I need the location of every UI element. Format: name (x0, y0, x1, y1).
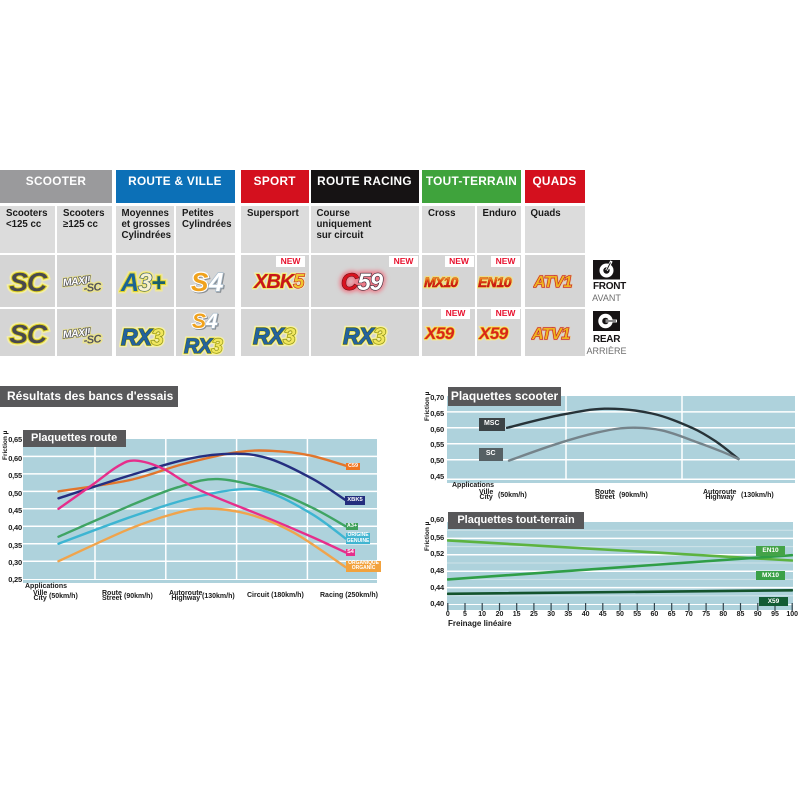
svg-text:S: S (191, 267, 209, 297)
svg-text:S4: S4 (192, 310, 218, 333)
svg-text:SC: SC (9, 320, 47, 349)
svg-text:X59: X59 (478, 324, 509, 343)
svg-text:RX3: RX3 (121, 324, 164, 350)
svg-text:X59: X59 (478, 324, 509, 343)
svg-text:RX3: RX3 (343, 323, 386, 349)
svg-text:XBK5: XBK5 (253, 271, 305, 293)
svg-text:MAXI!: MAXI! (62, 326, 91, 341)
svg-text:ATV1: ATV1 (531, 326, 570, 343)
svg-text:SC: SC (9, 320, 47, 349)
svg-text:RX3: RX3 (184, 335, 223, 358)
svg-text:C59: C59 (341, 269, 384, 296)
svg-text:RX3: RX3 (343, 323, 386, 349)
svg-text:X59: X59 (424, 324, 455, 343)
svg-text:MAXI!: MAXI! (62, 274, 91, 289)
svg-text:A3+: A3+ (120, 269, 166, 297)
svg-text:A3+: A3+ (120, 269, 166, 297)
svg-text:ATV1: ATV1 (533, 274, 572, 291)
svg-text:MX10: MX10 (424, 274, 458, 290)
svg-text:RX3: RX3 (184, 335, 223, 358)
svg-text:ATV1: ATV1 (531, 326, 570, 343)
svg-text:-SC: -SC (83, 281, 103, 294)
svg-text:RX3: RX3 (184, 335, 223, 358)
svg-text:MAXI!: MAXI! (62, 326, 91, 341)
svg-text:4: 4 (208, 267, 224, 297)
svg-text:A3+: A3+ (120, 269, 166, 297)
svg-text:RX3: RX3 (121, 324, 164, 350)
svg-text:-SC: -SC (83, 333, 103, 346)
svg-text:EN10: EN10 (478, 274, 512, 290)
svg-text:SC: SC (9, 268, 47, 297)
svg-text:-SC: -SC (83, 333, 103, 346)
svg-text:RX3: RX3 (253, 323, 296, 349)
svg-text:RX3: RX3 (343, 323, 386, 349)
svg-text:RX3: RX3 (121, 324, 164, 350)
svg-text:MAXI!: MAXI! (62, 274, 91, 289)
svg-text:EN10: EN10 (478, 274, 512, 290)
svg-text:C59: C59 (341, 269, 384, 296)
svg-text:-SC: -SC (83, 281, 103, 294)
svg-text:RX3: RX3 (253, 323, 296, 349)
svg-text:MX10: MX10 (424, 274, 458, 290)
svg-text:X59: X59 (424, 324, 455, 343)
svg-text:ATV1: ATV1 (533, 274, 572, 291)
svg-text:XBK5: XBK5 (253, 271, 305, 293)
svg-text:SC: SC (9, 268, 47, 297)
svg-text:RX3: RX3 (253, 323, 296, 349)
